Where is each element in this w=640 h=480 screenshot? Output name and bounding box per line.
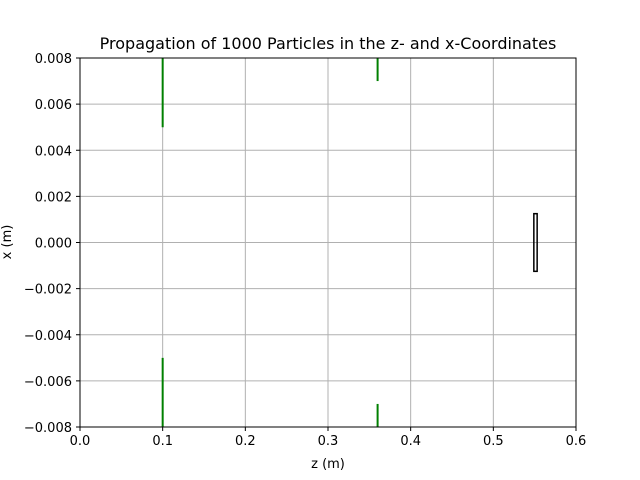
y-axis-label: x (m) bbox=[0, 225, 15, 260]
y-tick-label: 0.002 bbox=[35, 190, 72, 205]
y-tick-label: 0.008 bbox=[35, 52, 72, 67]
x-tick-label: 0.4 bbox=[400, 434, 421, 449]
y-axis: −0.008 −0.006 −0.004 −0.002 0.000 0.002 0.004 0… bbox=[24, 52, 80, 436]
y-tick-label: −0.004 bbox=[24, 329, 72, 344]
grid bbox=[79, 57, 577, 428]
x-tick-label: 0.1 bbox=[152, 434, 173, 449]
y-tick-label: −0.006 bbox=[24, 375, 72, 390]
particle-outline bbox=[533, 212, 538, 273]
y-tick-label: −0.002 bbox=[24, 283, 72, 298]
x-axis-label: z (m) bbox=[311, 457, 345, 472]
y-tick-label: 0.006 bbox=[35, 98, 72, 113]
data-layer bbox=[161, 58, 538, 427]
x-tick-label: 0.0 bbox=[70, 434, 91, 449]
x-tick-label: 0.2 bbox=[235, 434, 256, 449]
chart-title: Propagation of 1000 Particles in the z- … bbox=[100, 34, 557, 53]
x-tick-label: 0.6 bbox=[566, 434, 587, 449]
x-tick-label: 0.5 bbox=[483, 434, 504, 449]
y-tick-label: 0.000 bbox=[35, 237, 72, 252]
x-tick-label: 0.3 bbox=[318, 434, 339, 449]
y-tick-label: 0.004 bbox=[35, 144, 72, 159]
y-tick-label: −0.008 bbox=[24, 421, 72, 436]
x-axis: 0.0 0.1 0.2 0.3 0.4 0.5 0.6 bbox=[70, 427, 587, 449]
